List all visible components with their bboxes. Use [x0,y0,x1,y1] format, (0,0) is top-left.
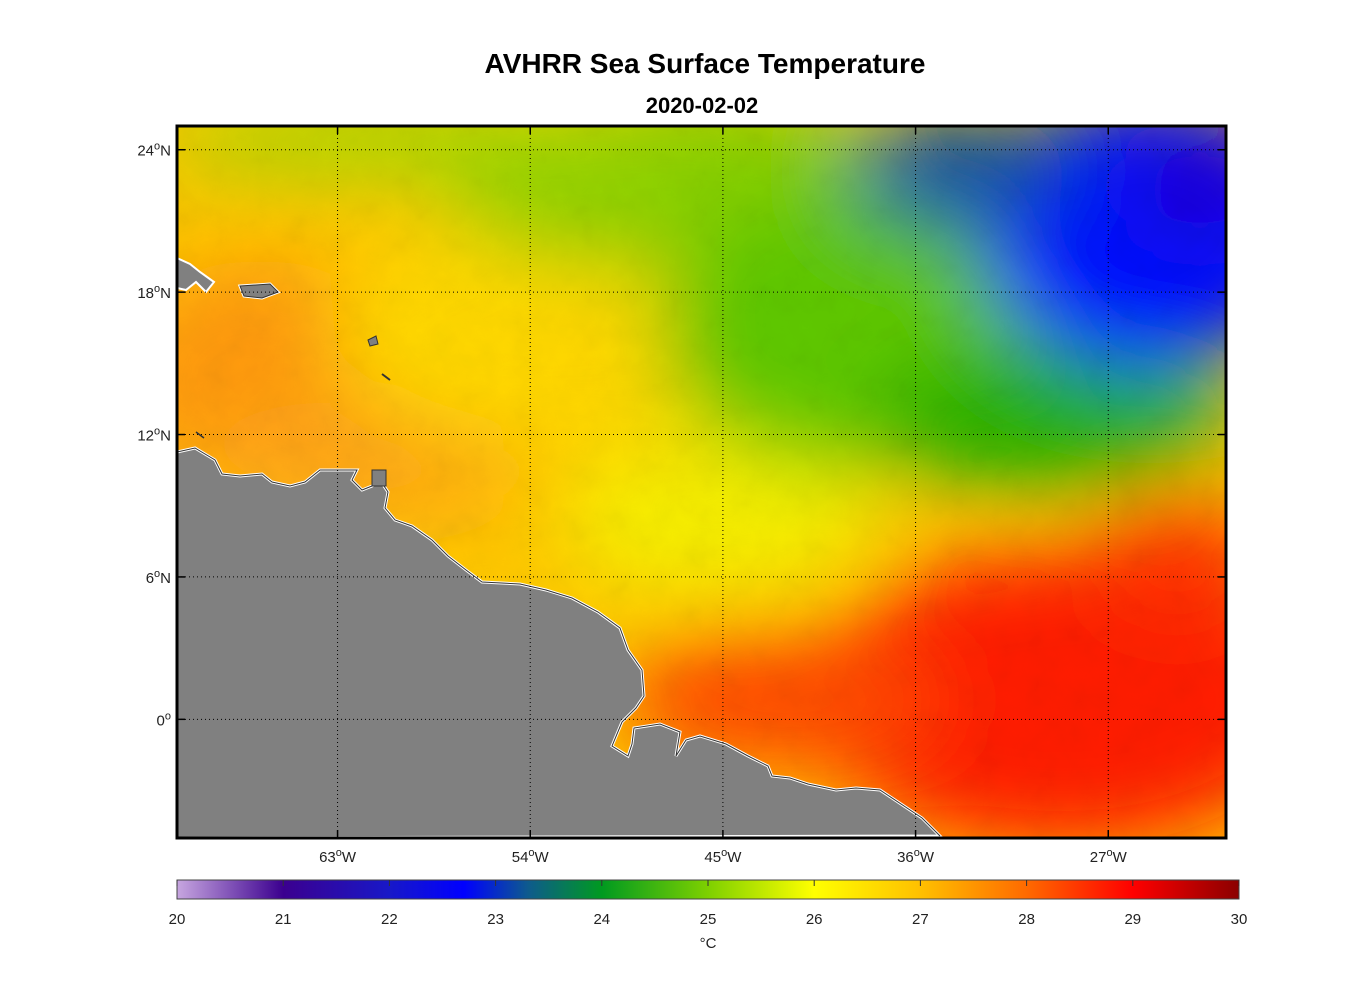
lon-tick-label: 54oW [512,847,550,866]
lat-tick-label: 6oN [146,568,171,587]
colorbar-tick-label: 29 [1124,911,1141,928]
map-ticks: 63oW 54oW 45oW 36oW 27oW 24oN 18oN 12oN 6oN 0o [137,126,1226,866]
map-frame [175,124,1228,840]
colorbar-tick-label: 27 [912,911,929,928]
land-mask [177,256,944,838]
colorbar-tick-label: 28 [1018,911,1035,928]
colorbar-tick-label: 22 [381,911,398,928]
colorbar-tick-label: 20 [169,911,186,928]
lat-tick-label: 0o [157,710,171,729]
lat-tick-label: 18oN [137,283,171,302]
colorbar-tick-label: 26 [806,911,823,928]
sst-field [177,126,1226,838]
graticule [177,126,1226,838]
chart-title: AVHRR Sea Surface Temperature [484,48,926,79]
colorbar-tick-label: 21 [275,911,292,928]
lon-tick-label: 36oW [897,847,935,866]
lat-tick-label: 12oN [137,426,171,445]
lat-tick-label: 24oN [137,141,171,160]
lon-tick-label: 45oW [704,847,742,866]
colorbar-unit: °C [700,935,717,952]
colorbar-tick-label: 30 [1231,911,1248,928]
colorbar-tick-label: 23 [487,911,504,928]
colorbar-tick-label: 24 [593,911,610,928]
colorbar-tick-label: 25 [700,911,717,928]
lon-tick-label: 27oW [1090,847,1128,866]
lon-tick-label: 63oW [319,847,357,866]
chart-date: 2020-02-02 [645,93,759,118]
colorbar-ticks: 20 21 22 23 24 25 26 27 28 29 30 [169,880,1248,928]
